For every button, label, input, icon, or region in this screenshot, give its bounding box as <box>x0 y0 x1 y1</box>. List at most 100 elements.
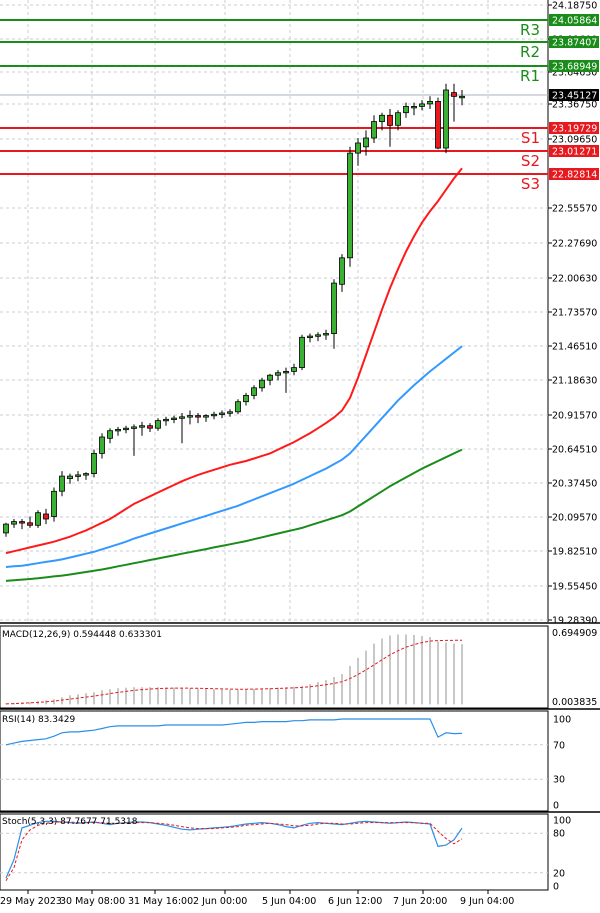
candle <box>387 109 393 147</box>
candle-body <box>291 367 297 372</box>
candle-body <box>203 415 209 418</box>
candle <box>91 449 97 478</box>
candle-body <box>235 401 241 413</box>
rsi-plot-area <box>0 710 549 812</box>
candle-body <box>243 394 249 403</box>
candle-body <box>427 101 433 105</box>
candle <box>427 96 433 109</box>
candle <box>107 428 113 444</box>
level-value-box <box>549 14 599 26</box>
candle-body <box>75 474 81 477</box>
candle-body <box>219 412 225 415</box>
candle <box>251 385 257 400</box>
candle <box>243 392 249 406</box>
price-tick-label: 19.28390 <box>552 616 597 627</box>
level-value-box <box>549 145 599 157</box>
price-tick-label: 23.64630 <box>552 68 597 79</box>
candle-body <box>67 475 73 480</box>
candle <box>75 471 81 482</box>
candle-body <box>387 114 393 126</box>
candle <box>411 102 417 116</box>
candle <box>163 416 169 426</box>
candle-body <box>339 257 345 285</box>
candle-body <box>331 282 337 335</box>
price-tick-label: 20.91570 <box>552 411 597 422</box>
candle-body <box>211 413 217 417</box>
price-pane: 24.1875023.9160023.6463023.3675023.09650… <box>0 0 599 627</box>
price-tick-label: 24.18750 <box>552 1 597 12</box>
candle-body <box>403 106 409 114</box>
candle-body <box>347 152 353 259</box>
price-tick-label: 21.73570 <box>552 308 597 319</box>
candle <box>403 102 409 118</box>
candle <box>379 112 385 131</box>
time-tick-label: 31 May 16:00 <box>128 896 193 907</box>
macd-axis-bottom: 0.003835 <box>552 697 597 708</box>
macd-pane: MACD(12,26,9) 0.594448 0.633301 0.694909 0… <box>0 622 600 709</box>
price-tick-label: 21.46510 <box>552 342 597 353</box>
price-tick-label: 23.09650 <box>552 135 597 146</box>
macd-axis-top: 0.694909 <box>552 628 597 639</box>
candle-body <box>139 425 145 428</box>
candle <box>155 418 161 431</box>
time-tick-label: 7 Jun 20:00 <box>393 896 447 907</box>
candle <box>331 279 337 349</box>
candle <box>35 510 41 528</box>
candle-body <box>395 112 401 126</box>
level-value-label: 24.05864 <box>552 16 597 27</box>
candle-body <box>411 106 417 109</box>
candle-body <box>371 121 377 139</box>
candle-body <box>451 92 457 97</box>
candle-body <box>51 490 57 517</box>
candle <box>275 370 281 381</box>
level-value-box <box>549 36 599 48</box>
candle <box>3 522 9 537</box>
candle <box>83 472 89 480</box>
candle <box>211 411 217 420</box>
candle-body <box>27 522 33 526</box>
candle-body <box>83 473 89 476</box>
candle <box>371 115 377 143</box>
level-value-box <box>549 60 599 72</box>
candle <box>259 377 265 392</box>
candle <box>283 367 289 393</box>
rsi-line <box>5 718 463 746</box>
candle-body <box>19 521 25 524</box>
price-tick-label: 19.55450 <box>552 582 597 593</box>
stoch-axis-label: 20 <box>553 868 565 879</box>
level-name-label: R2 <box>520 43 540 61</box>
level-name-label: S1 <box>521 129 540 147</box>
time-tick-label: 2 Jun 00:00 <box>193 896 247 907</box>
candle <box>187 410 193 425</box>
level-value-box <box>549 122 599 134</box>
rsi-axis-label: 0 <box>553 801 559 812</box>
moving-average-line <box>5 448 463 582</box>
rsi-axis-label: 30 <box>553 775 565 786</box>
stoch-signal-line <box>5 821 463 881</box>
candle <box>347 146 353 267</box>
moving-average-line <box>5 345 463 568</box>
candle <box>435 97 441 150</box>
candle <box>99 433 105 459</box>
current-price-label: 23.45127 <box>552 91 597 102</box>
macd-plot-area <box>0 625 549 709</box>
moving-average-line <box>5 167 463 555</box>
candle-body <box>171 417 177 421</box>
candle <box>235 399 241 415</box>
time-tick-label: 9 Jun 04:00 <box>460 896 514 907</box>
candle-body <box>315 334 321 337</box>
candle-body <box>299 336 305 368</box>
candle-body <box>323 333 329 336</box>
level-value-label: 22.82814 <box>552 170 597 181</box>
candle <box>139 421 145 436</box>
level-name-label: R1 <box>520 67 540 85</box>
candle <box>443 83 449 154</box>
candle <box>203 414 209 422</box>
stoch-plot-area <box>0 813 549 891</box>
candle-body <box>363 137 369 148</box>
candle-body <box>147 425 153 429</box>
candle <box>323 329 329 340</box>
candle <box>131 424 137 456</box>
stoch-label: Stoch(5,3,3) 87.7677 71.5318 <box>2 817 138 827</box>
